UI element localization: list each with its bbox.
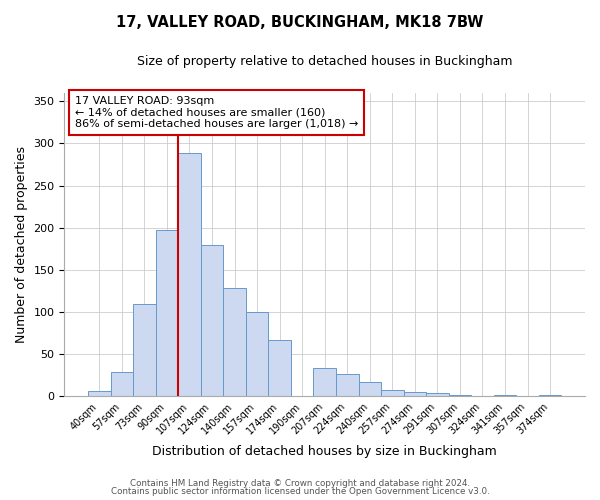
Bar	[449, 394, 471, 396]
Text: Contains HM Land Registry data © Crown copyright and database right 2024.: Contains HM Land Registry data © Crown c…	[130, 478, 470, 488]
Bar	[88, 391, 110, 396]
Y-axis label: Number of detached properties: Number of detached properties	[15, 146, 28, 343]
Title: Size of property relative to detached houses in Buckingham: Size of property relative to detached ho…	[137, 55, 512, 68]
Bar	[268, 340, 291, 396]
Bar	[359, 382, 381, 396]
X-axis label: Distribution of detached houses by size in Buckingham: Distribution of detached houses by size …	[152, 444, 497, 458]
Bar	[404, 392, 426, 396]
Text: 17 VALLEY ROAD: 93sqm
← 14% of detached houses are smaller (160)
86% of semi-det: 17 VALLEY ROAD: 93sqm ← 14% of detached …	[75, 96, 358, 129]
Bar	[133, 304, 155, 396]
Bar	[336, 374, 359, 396]
Text: 17, VALLEY ROAD, BUCKINGHAM, MK18 7BW: 17, VALLEY ROAD, BUCKINGHAM, MK18 7BW	[116, 15, 484, 30]
Bar	[155, 230, 178, 396]
Bar	[110, 372, 133, 396]
Text: Contains public sector information licensed under the Open Government Licence v3: Contains public sector information licen…	[110, 487, 490, 496]
Bar	[426, 393, 449, 396]
Bar	[201, 244, 223, 396]
Bar	[223, 288, 246, 397]
Bar	[539, 394, 562, 396]
Bar	[381, 390, 404, 396]
Bar	[313, 368, 336, 396]
Bar	[246, 312, 268, 396]
Bar	[178, 154, 201, 396]
